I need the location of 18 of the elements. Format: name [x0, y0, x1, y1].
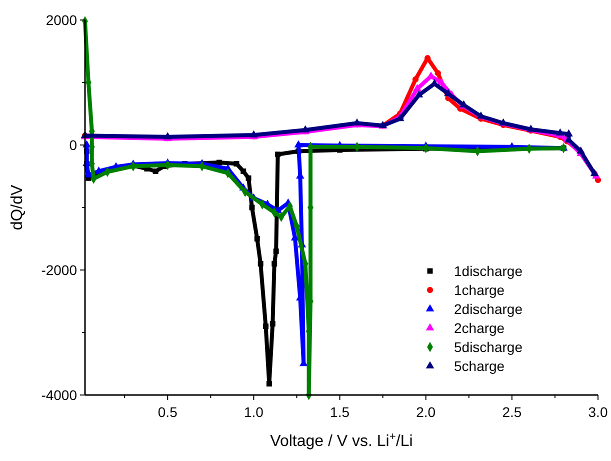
- y-tick-label: 0: [69, 137, 78, 153]
- legend-label: 2charge: [454, 320, 505, 336]
- x-tick-label: 0.5: [158, 404, 178, 420]
- legend-label: 5discharge: [454, 339, 523, 355]
- x-tick-label: 2.0: [416, 404, 436, 420]
- x-tick-label: 2.5: [502, 404, 522, 420]
- x-tick-label: 1.0: [244, 404, 264, 420]
- y-tick-label: 2000: [46, 12, 78, 28]
- legend-label: 2discharge: [454, 301, 523, 317]
- x-tick-label: 3.0: [588, 404, 608, 420]
- x-tick-label: 1.5: [330, 404, 350, 420]
- y-axis-title: dQ/dV: [9, 184, 26, 230]
- legend-label: 1charge: [454, 282, 505, 298]
- y-tick-label: -4000: [41, 387, 78, 403]
- legend-label: 5charge: [454, 358, 505, 374]
- x-axis-title: Voltage / V vs. Li$^{+}$/Li: [270, 431, 413, 450]
- legend-label: 1discharge: [454, 263, 523, 279]
- y-tick-label: -2000: [41, 262, 78, 278]
